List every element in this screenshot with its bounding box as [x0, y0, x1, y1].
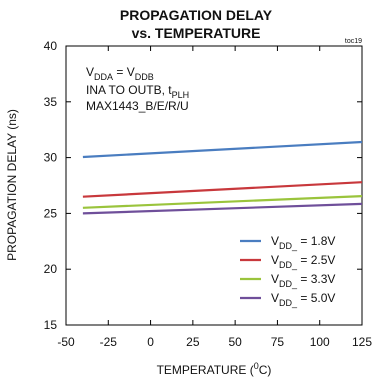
x-tick-label: 50	[228, 335, 242, 349]
legend-label-4: VDD_ = 5.0V	[271, 291, 335, 308]
note-part-number: MAX1443_B/E/R/U	[86, 99, 189, 113]
note-vddb-sub: DDB	[135, 72, 154, 82]
note-equals-vddb: = V	[113, 65, 135, 79]
legend-label-3: VDD_ = 3.3V	[271, 272, 335, 289]
y-tick-label: 40	[44, 39, 58, 53]
y-tick-label: 30	[44, 151, 58, 165]
x-axis-label-sup: 0	[254, 361, 259, 371]
x-axis-label: TEMPERATURE (0C)	[157, 361, 272, 377]
chart-tag: toc19	[345, 38, 362, 45]
x-tick-label: 75	[271, 335, 285, 349]
plot-frame	[65, 45, 363, 326]
axis-ticks: -50 -25 0 25 50 75 100 125 15 20 25 30 35 40	[44, 39, 373, 349]
x-tick-label: 25	[186, 335, 200, 349]
series-line-3	[82, 195, 363, 209]
x-tick-label: 100	[310, 335, 330, 349]
note-signal-path: INA TO OUTB, tPLH	[86, 83, 189, 100]
chart-title-line1: PROPAGATION DELAY	[120, 7, 273, 23]
y-tick-label: 15	[44, 318, 58, 332]
y-axis-label: PROPAGATION DELAY (ns)	[5, 109, 19, 261]
note-vdda: V	[86, 65, 94, 79]
series-line-1	[82, 140, 363, 159]
x-tick-label: -25	[100, 335, 118, 349]
x-tick-label: -50	[57, 335, 75, 349]
x-axis-label-end: C)	[259, 363, 272, 377]
series-lines	[82, 140, 363, 215]
series-line-2	[82, 181, 363, 198]
y-tick-label: 25	[44, 206, 58, 220]
x-tick-label: 125	[352, 335, 372, 349]
chart-title-line2: vs. TEMPERATURE	[132, 25, 261, 41]
note-path-text: INA TO OUTB, t	[86, 83, 172, 97]
note-vdda-sub: DDA	[94, 72, 113, 82]
series-line-4	[82, 202, 363, 215]
legend-label-1: VDD_ = 1.8V	[271, 234, 335, 251]
note-supply-equality: VDDA = VDDB	[86, 65, 154, 82]
y-tick-label: 20	[44, 262, 58, 276]
x-tick-label: 0	[147, 335, 154, 349]
x-axis-label-main: TEMPERATURE (	[157, 363, 254, 377]
legend: VDD_ = 1.8V VDD_ = 2.5V VDD_ = 3.3V VDD_ = …	[240, 234, 335, 308]
legend-label-2: VDD_ = 2.5V	[271, 253, 335, 270]
y-tick-label: 35	[44, 95, 58, 109]
note-plh-sub: PLH	[172, 90, 190, 100]
